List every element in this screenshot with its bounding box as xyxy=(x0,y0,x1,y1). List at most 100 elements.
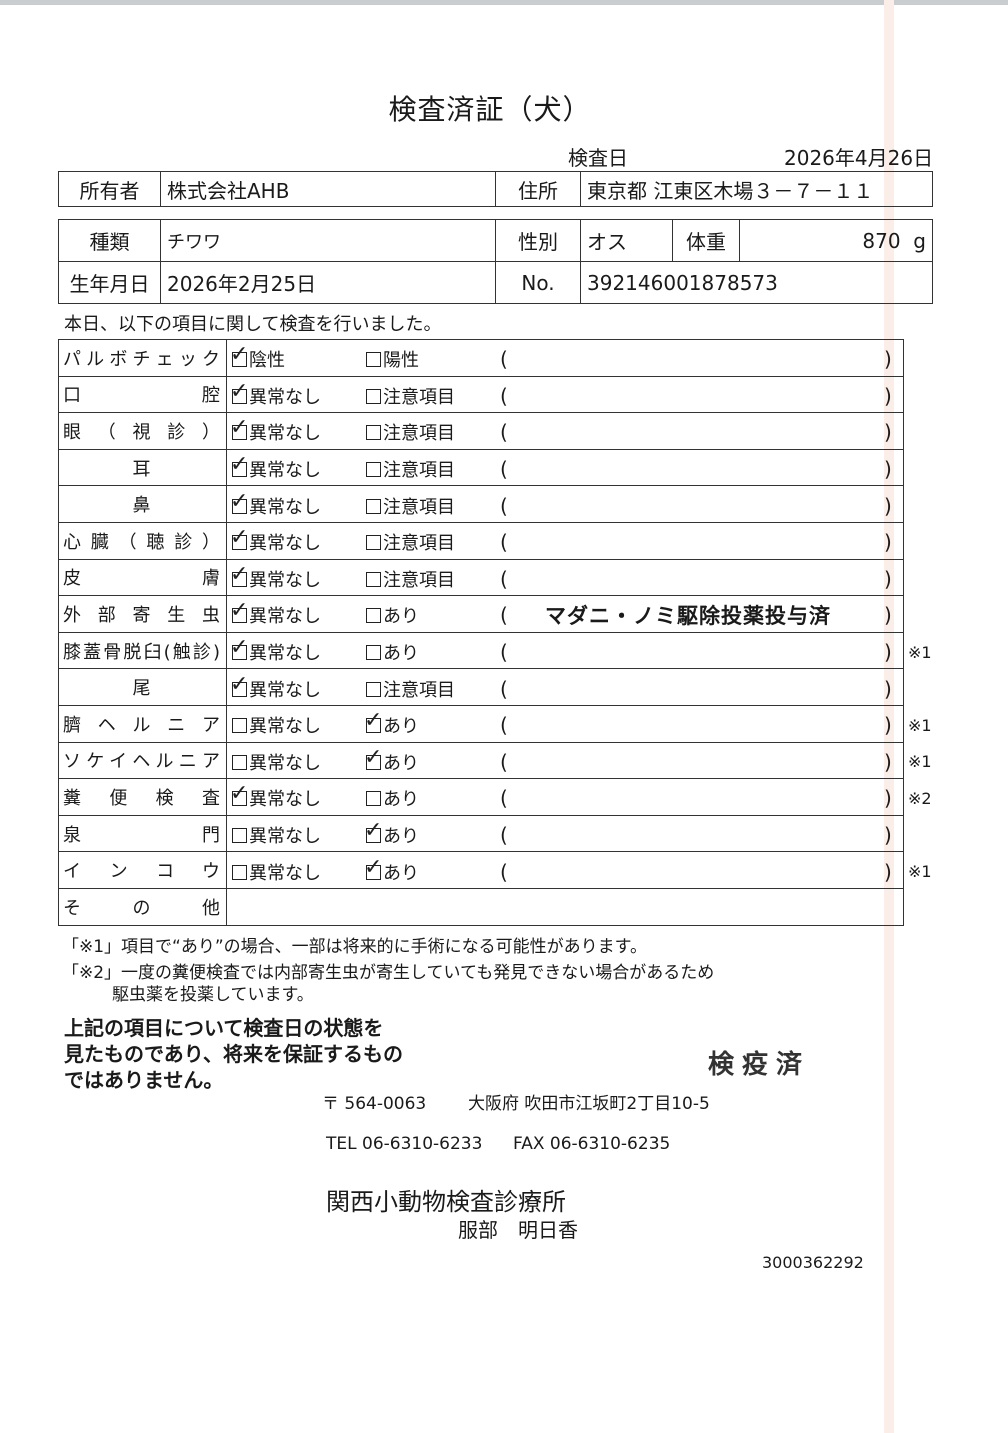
option-1[interactable]: ✓ 異常なし xyxy=(230,452,321,482)
option-2[interactable]: 注意項目 xyxy=(366,419,455,445)
owner-table: 所有者 株式会社AHB 住所 東京都 江東区木場３－７－１１ xyxy=(58,171,933,207)
checkbox[interactable] xyxy=(232,352,247,368)
table-row: 尾 xyxy=(58,668,904,706)
checkbox[interactable] xyxy=(366,864,381,880)
table-row: 外部寄生虫 xyxy=(58,595,904,633)
item-label-text: インコウ xyxy=(63,861,220,883)
option-1[interactable]: ✓ 異常なし xyxy=(230,562,321,592)
checkbox[interactable] xyxy=(232,718,247,734)
checkbox[interactable] xyxy=(366,718,381,734)
paren-close: ) xyxy=(884,823,892,848)
checkbox[interactable] xyxy=(366,352,381,368)
item-label: インコウ xyxy=(58,851,227,889)
option-2[interactable]: 注意項目 xyxy=(366,529,455,555)
option-2[interactable]: 注意項目 xyxy=(366,493,455,519)
check-mark-icon: ✓ xyxy=(230,488,249,514)
option-1[interactable]: 異常なし xyxy=(232,712,321,738)
checkbox[interactable] xyxy=(366,571,381,587)
item-label-text: 臍ヘルニア xyxy=(63,714,220,736)
checkbox[interactable] xyxy=(366,462,381,478)
option-1[interactable]: ✓ 異常なし xyxy=(230,379,321,409)
checkbox[interactable] xyxy=(366,608,381,624)
item-label-text: パルボチェック xyxy=(63,348,220,370)
paren-close: ) xyxy=(884,640,892,665)
checkbox[interactable] xyxy=(366,425,381,441)
paren-close: ) xyxy=(884,493,892,518)
paren-open: ( xyxy=(500,713,508,738)
table-row-other: その他 xyxy=(58,887,904,926)
checkbox[interactable] xyxy=(232,535,247,551)
checkbox[interactable] xyxy=(232,571,247,587)
option-2[interactable]: ✓ あり xyxy=(364,855,419,885)
checkbox[interactable] xyxy=(232,864,247,880)
checkbox[interactable] xyxy=(366,645,381,661)
item-label: 外部寄生虫 xyxy=(58,595,227,633)
option-1[interactable]: ✓ 異常なし xyxy=(230,781,321,811)
option-1[interactable]: 異常なし xyxy=(232,749,321,775)
option-1[interactable]: 異常なし xyxy=(232,822,321,848)
option-label: あり xyxy=(383,789,419,811)
table-row: 膝蓋骨脱臼(触診) xyxy=(58,631,904,670)
breed-label: 種類 xyxy=(58,219,161,262)
option-1[interactable]: ✓ 陰性 xyxy=(230,342,285,372)
clinic-fax: FAX 06-6310-6235 xyxy=(513,1134,671,1154)
option-label: 異常なし xyxy=(249,752,321,774)
checkbox[interactable] xyxy=(232,828,247,844)
option-2[interactable]: 注意項目 xyxy=(366,676,455,702)
option-2[interactable]: あり xyxy=(366,639,419,665)
checkbox[interactable] xyxy=(232,608,247,624)
option-2[interactable]: 陽性 xyxy=(366,346,419,372)
checkbox[interactable] xyxy=(366,681,381,697)
item-result-cell xyxy=(226,851,904,889)
checkbox[interactable] xyxy=(366,388,381,404)
option-2[interactable]: ✓ あり xyxy=(364,818,419,848)
option-1[interactable]: ✓ 異常なし xyxy=(230,635,321,665)
checkbox[interactable] xyxy=(232,645,247,661)
check-mark-icon: ✓ xyxy=(364,854,383,880)
item-label-text: 尾 xyxy=(132,678,151,700)
checkbox[interactable] xyxy=(232,791,247,807)
paren-close: ) xyxy=(884,786,892,811)
option-2[interactable]: ✓ あり xyxy=(364,708,419,738)
option-1[interactable]: ✓ 異常なし xyxy=(230,525,321,555)
item-label: 臍ヘルニア xyxy=(58,704,227,743)
address-label: 住所 xyxy=(495,171,581,207)
option-2[interactable]: あり xyxy=(366,602,419,628)
option-label: 異常なし xyxy=(249,789,321,811)
option-2[interactable]: 注意項目 xyxy=(366,456,455,482)
option-label: 異常なし xyxy=(249,569,321,591)
checkbox[interactable] xyxy=(232,388,247,404)
quarantine-stamp: 検疫済 xyxy=(708,1050,811,1080)
checkbox[interactable] xyxy=(232,754,247,770)
checkbox[interactable] xyxy=(232,681,247,697)
clinic-tel: TEL 06-6310-6233 xyxy=(326,1134,483,1154)
checkbox[interactable] xyxy=(366,498,381,514)
checkbox[interactable] xyxy=(232,498,247,514)
option-1[interactable]: ✓ 異常なし xyxy=(230,489,321,519)
option-1[interactable]: ✓ 異常なし xyxy=(230,598,321,628)
footnote-mark: ※1 xyxy=(908,752,932,772)
item-label: 糞便検査 xyxy=(58,778,227,816)
option-1[interactable]: 異常なし xyxy=(232,859,321,885)
weight-unit: g xyxy=(913,228,926,253)
check-mark-icon: ✓ xyxy=(230,525,249,551)
option-1[interactable]: ✓ 異常なし xyxy=(230,672,321,702)
table-row: 眼（視診） xyxy=(58,412,904,450)
option-2[interactable]: ✓ あり xyxy=(364,745,419,775)
option-2[interactable]: あり xyxy=(366,785,419,811)
checkbox[interactable] xyxy=(366,791,381,807)
sex-label: 性別 xyxy=(495,219,581,262)
checkbox[interactable] xyxy=(366,535,381,551)
paren-close: ) xyxy=(884,713,892,738)
checkbox[interactable] xyxy=(232,425,247,441)
checkbox[interactable] xyxy=(232,462,247,478)
paren-open: ( xyxy=(500,786,508,811)
option-2[interactable]: 注意項目 xyxy=(366,383,455,409)
disclaimer-line-1: 上記の項目について検査日の状態を xyxy=(64,1016,384,1040)
option-label: あり xyxy=(383,716,419,738)
option-2[interactable]: 注意項目 xyxy=(366,566,455,592)
checkbox[interactable] xyxy=(366,828,381,844)
checkbox[interactable] xyxy=(366,754,381,770)
item-row-content: 異常なし ✓ あり () ※1 xyxy=(0,853,1008,890)
option-1[interactable]: ✓ 異常なし xyxy=(230,415,321,445)
